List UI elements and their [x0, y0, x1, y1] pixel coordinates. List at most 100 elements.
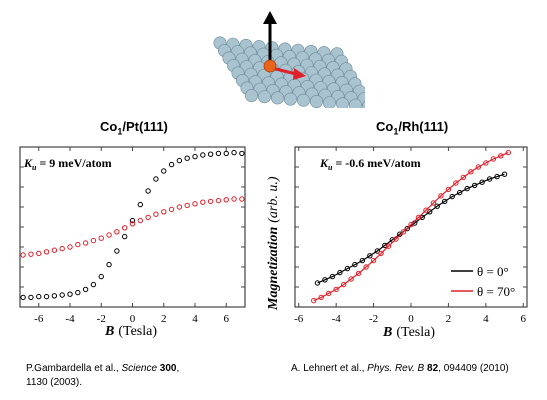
data-point-0: [153, 176, 159, 182]
data-point-0: [397, 231, 403, 237]
data-point-0: [337, 269, 343, 276]
data-point-0: [90, 281, 97, 288]
surface-atom: [310, 95, 323, 108]
data-point-1: [318, 294, 324, 301]
anisotropy-label: Ku = -0.6 meV/atom: [319, 156, 421, 172]
data-point-0: [374, 248, 381, 254]
data-point-0: [168, 161, 175, 168]
data-point-0: [161, 168, 167, 174]
data-point-0: [114, 248, 120, 254]
data-point-0: [231, 149, 237, 156]
data-point-1: [385, 243, 392, 249]
data-point-1: [311, 297, 317, 304]
data-point-1: [363, 264, 369, 270]
data-point-0: [352, 261, 358, 268]
data-point-0: [59, 292, 65, 298]
surface-atom: [297, 93, 311, 107]
data-point-1: [239, 196, 245, 202]
data-point-1: [192, 201, 198, 207]
data-point-1: [423, 207, 429, 213]
x-tick-label: 0: [130, 313, 136, 325]
atom-on-surface-illustration: [213, 11, 365, 108]
data-point-1: [400, 229, 407, 235]
data-point-1: [106, 232, 112, 238]
x-tick-label: -2: [369, 313, 378, 325]
data-point-1: [36, 250, 42, 257]
data-point-1: [348, 276, 354, 282]
data-series: [311, 149, 511, 304]
data-point-1: [176, 204, 183, 210]
x-axis-label: B (Tesla): [382, 325, 435, 340]
panel-title-right: Co1/Rh(111): [376, 119, 449, 137]
data-point-0: [67, 291, 73, 297]
data-point-0: [192, 153, 198, 160]
legend-label-0: θ = 0°: [477, 264, 509, 279]
x-tick-label: -6: [34, 313, 44, 325]
data-point-1: [483, 160, 489, 166]
x-tick-label: 0: [408, 313, 414, 325]
data-point-0: [494, 173, 500, 180]
x-tick-label: -2: [97, 313, 106, 325]
x-tick-label: 6: [224, 313, 230, 325]
data-point-0: [382, 242, 388, 249]
data-point-1: [438, 193, 444, 199]
data-point-0: [129, 217, 136, 224]
data-point-1: [333, 286, 339, 293]
data-point-0: [404, 225, 410, 232]
data-point-1: [207, 198, 214, 205]
data-point-0: [207, 151, 214, 157]
x-tick-label: -4: [332, 313, 342, 325]
data-point-1: [223, 197, 229, 203]
data-point-0: [434, 203, 440, 209]
legend-label-1: θ = 70°: [477, 284, 515, 299]
data-point-1: [325, 290, 332, 297]
data-point-1: [200, 199, 206, 205]
data-point-1: [430, 200, 437, 206]
surface-atom: [258, 90, 272, 104]
data-point-0: [464, 185, 470, 192]
data-point-1: [168, 206, 175, 213]
x-tick-label: 6: [521, 313, 527, 325]
panel-title-left: Co1/Pt(111): [100, 119, 168, 137]
x-axis-ticks: -6 -4 -2 0 2 4 6: [34, 147, 230, 325]
data-point-1: [59, 245, 65, 252]
data-point-1: [75, 241, 81, 248]
x-tick-label: 4: [192, 313, 198, 325]
data-point-1: [340, 281, 347, 288]
data-point-0: [344, 265, 351, 272]
data-point-0: [184, 155, 190, 161]
chart-right: -6 -4 -2 0 2 4 6 Ku = -0.6 meV/atom Magnetizati…: [266, 146, 528, 340]
data-point-0: [215, 150, 222, 157]
surface-atom: [349, 98, 362, 108]
data-point-0: [486, 176, 493, 182]
data-point-1: [20, 252, 26, 258]
data-point-1: [505, 149, 511, 156]
data-point-1: [90, 237, 97, 244]
data-point-1: [43, 249, 50, 255]
data-point-0: [419, 214, 425, 221]
data-point-1: [184, 202, 190, 209]
citation-left: P.Gambardella et al., Science 300, 1130 …: [26, 363, 180, 388]
data-point-0: [51, 293, 58, 299]
data-point-0: [75, 289, 81, 296]
x-tick-label: -6: [294, 313, 304, 325]
data-point-1: [468, 169, 474, 175]
plot-frame: [19, 146, 246, 308]
citation-right: A. Lehnert et al., Phys. Rev. B 82, 0944…: [291, 363, 509, 374]
data-point-1: [408, 221, 414, 228]
data-point-1: [393, 236, 399, 242]
fit-line-1: [313, 152, 509, 302]
x-tick-label: 2: [161, 313, 167, 325]
data-point-1: [145, 214, 151, 221]
x-tick-label: 2: [446, 313, 452, 325]
data-point-1: [114, 229, 120, 235]
data-point-1: [370, 257, 377, 264]
x-tick-label: -4: [65, 313, 75, 325]
data-point-0: [223, 150, 229, 157]
x-tick-label: 4: [483, 313, 489, 325]
data-point-1: [460, 174, 467, 181]
data-point-0: [322, 277, 328, 283]
data-point-0: [456, 189, 463, 196]
data-point-1: [161, 209, 167, 215]
data-point-0: [471, 182, 478, 189]
